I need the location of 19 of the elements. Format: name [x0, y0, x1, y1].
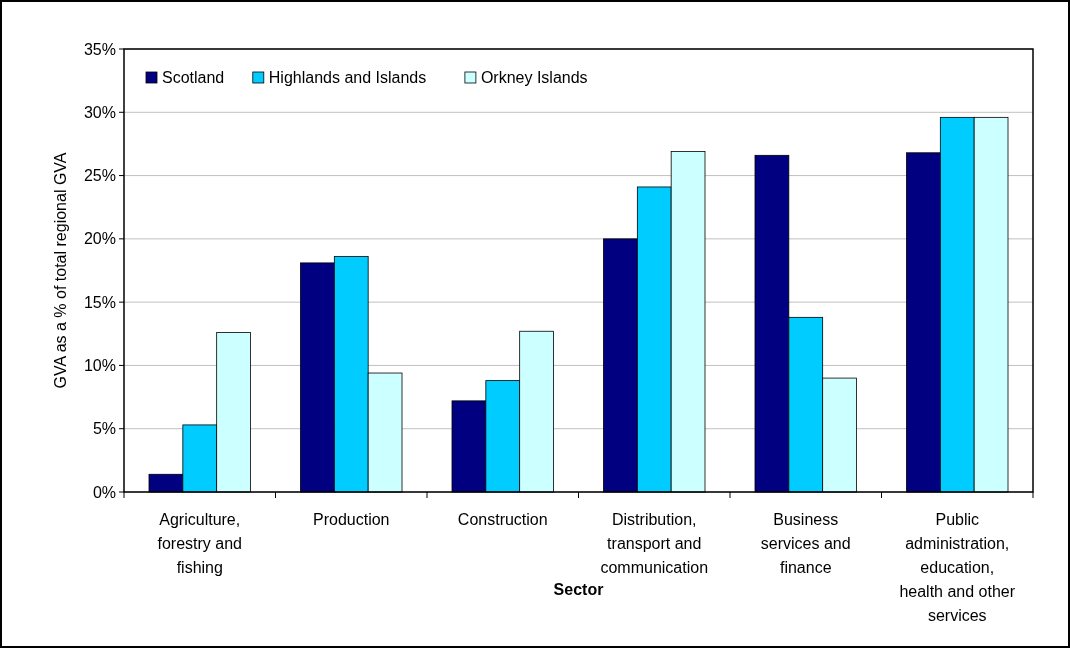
y-tick-label: 35% [83, 40, 116, 58]
x-tick-label: Distribution, transport and communication [600, 511, 709, 576]
x-tick-label: Production [313, 511, 390, 528]
x-tick-label: Business services and finance [760, 511, 851, 576]
y-tick-label: 25% [83, 167, 116, 185]
y-tick-label: 20% [83, 230, 116, 248]
y-tick-label: 5% [92, 420, 116, 438]
y-tick-label: 15% [83, 293, 116, 311]
legend-label: Orkney Islands [480, 69, 588, 86]
y-tick-label: 0% [92, 483, 116, 501]
x-axis-title: Sector [553, 581, 604, 598]
y-tick-label: 30% [83, 103, 116, 121]
x-tick-label: Construction [457, 511, 548, 528]
legend-label: Highlands and Islands [268, 69, 427, 86]
y-axis-title: GVA as a % of total regional GVA [52, 152, 69, 389]
y-tick-label: 10% [83, 357, 116, 375]
x-tick-label: Public administration, education, health and other services [899, 511, 1016, 624]
legend-label: Scotland [162, 69, 225, 86]
x-tick-label: Agriculture, forestry and fishing [157, 511, 242, 576]
